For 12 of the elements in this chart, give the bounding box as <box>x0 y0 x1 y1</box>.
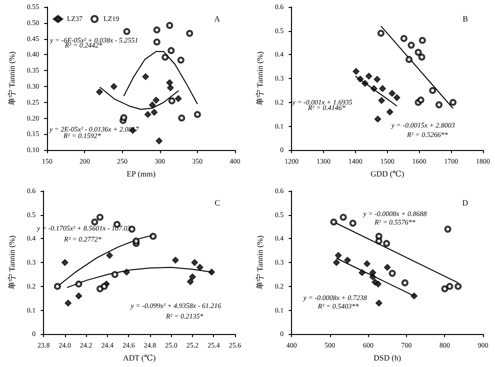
y-axis-title: 单宁 Tannin (%) <box>256 235 264 290</box>
text: C <box>214 198 220 208</box>
y-axis-title: 单宁 Tannin (%) <box>8 235 16 290</box>
text: B <box>462 14 468 24</box>
y-axis-title: 单宁 Tannin (%) <box>8 51 16 106</box>
x-axis-title: GDD (℃) <box>370 170 404 178</box>
x-axis-title: EP (mm) <box>126 170 156 178</box>
x-axis-title: DSD (h) <box>374 354 402 362</box>
x-axis-title: ADT (℃) <box>123 354 156 362</box>
text: D <box>462 198 468 208</box>
y-axis-title: 单宁 Tannin (%) <box>256 51 264 106</box>
text: A <box>214 14 220 24</box>
